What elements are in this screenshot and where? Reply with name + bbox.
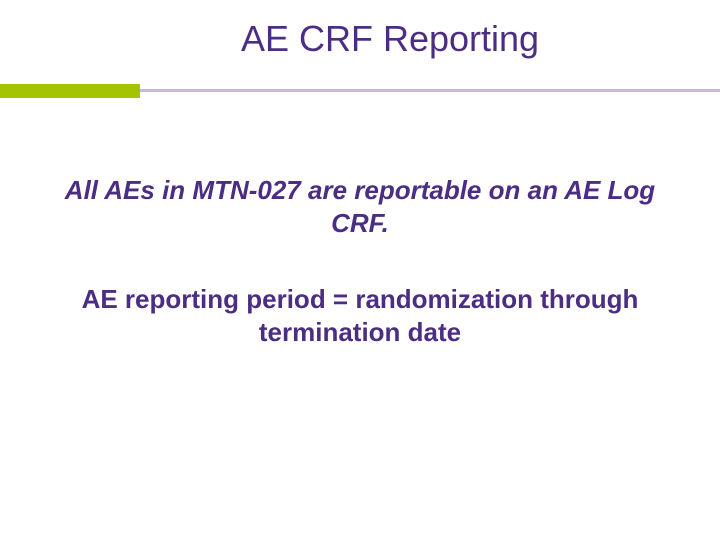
divider [0, 84, 720, 98]
divider-line [140, 89, 720, 92]
slide-title-container: AE CRF Reporting [0, 0, 720, 84]
body-paragraph-2: AE reporting period = randomization thro… [50, 283, 670, 348]
divider-accent [0, 84, 140, 98]
slide-body: All AEs in MTN-027 are reportable on an … [0, 98, 720, 348]
body-paragraph-1: All AEs in MTN-027 are reportable on an … [50, 174, 670, 239]
slide-title: AE CRF Reporting [241, 18, 539, 59]
